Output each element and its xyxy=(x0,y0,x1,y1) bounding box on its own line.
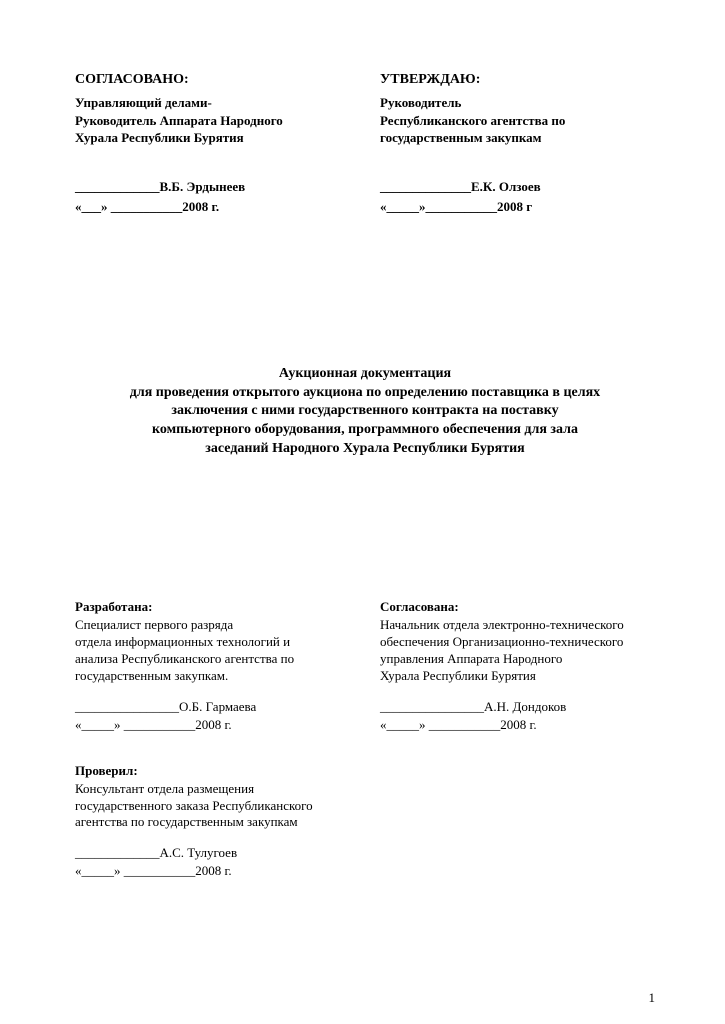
right-signature-date: «_____»___________2008 г xyxy=(380,199,655,215)
checked-signature-block: _____________А.С. Тулугоев «_____» _____… xyxy=(75,845,359,879)
developed-signature-date: «_____» ___________2008 г. xyxy=(75,717,350,733)
agreed-signature-block: ________________А.Н. Дондоков «_____» __… xyxy=(380,699,655,733)
developed-signature-name: ________________О.Б. Гармаева xyxy=(75,699,350,715)
checked-signature-name: _____________А.С. Тулугоев xyxy=(75,845,359,861)
checked-text: Консультант отдела размещениягосударстве… xyxy=(75,781,359,832)
document-title: Аукционная документациядля проведения от… xyxy=(75,365,655,459)
agreed-text: Начальник отдела электронно-технического… xyxy=(380,617,655,685)
left-signature-name: _____________В.Б. Эрдынеев xyxy=(75,179,350,195)
approval-header: СОГЛАСОВАНО: Управляющий делами-Руководи… xyxy=(75,72,655,215)
lower-section: Разработана: Специалист первого разрядао… xyxy=(75,599,655,733)
checked-signature-date: «_____» ___________2008 г. xyxy=(75,863,359,879)
developed-label: Разработана: xyxy=(75,599,350,615)
developed-text: Специалист первого разрядаотдела информа… xyxy=(75,617,350,685)
agreed-signature-name: ________________А.Н. Дондоков xyxy=(380,699,655,715)
agreed-signature-date: «_____» ___________2008 г. xyxy=(380,717,655,733)
checked-section: Проверил: Консультант отдела размещенияг… xyxy=(75,763,359,880)
checked-label: Проверил: xyxy=(75,763,359,779)
page-number: 1 xyxy=(649,990,656,1006)
right-signature-block: ______________Е.К. Олзоев «_____»_______… xyxy=(380,179,655,215)
left-position: Управляющий делами-Руководитель Аппарата… xyxy=(75,94,350,147)
left-signature-block: _____________В.Б. Эрдынеев «___» _______… xyxy=(75,179,350,215)
approve-label: УТВЕРЖДАЮ: xyxy=(380,72,655,88)
approval-left-col: СОГЛАСОВАНО: Управляющий делами-Руководи… xyxy=(75,72,350,215)
agreed-col: Согласована: Начальник отдела электронно… xyxy=(380,599,655,733)
agreed-label: СОГЛАСОВАНО: xyxy=(75,72,350,88)
agreed-lower-label: Согласована: xyxy=(380,599,655,615)
right-position: РуководительРеспубликанского агентства п… xyxy=(380,94,655,147)
developed-signature-block: ________________О.Б. Гармаева «_____» __… xyxy=(75,699,350,733)
approval-right-col: УТВЕРЖДАЮ: РуководительРеспубликанского … xyxy=(380,72,655,215)
right-signature-name: ______________Е.К. Олзоев xyxy=(380,179,655,195)
left-signature-date: «___» ___________2008 г. xyxy=(75,199,350,215)
developed-col: Разработана: Специалист первого разрядао… xyxy=(75,599,350,733)
